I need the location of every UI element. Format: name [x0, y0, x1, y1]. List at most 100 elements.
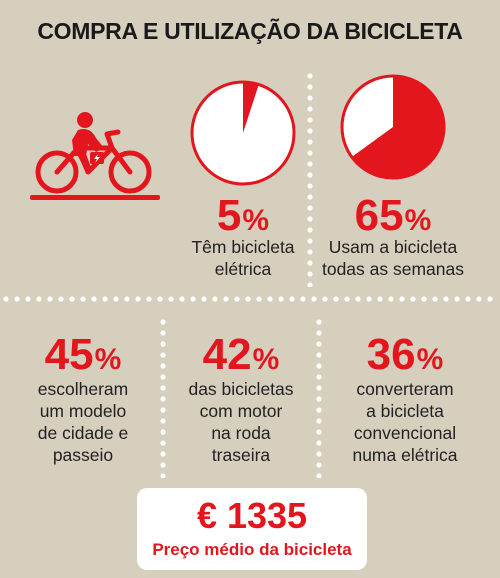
divider-dot: [476, 296, 482, 302]
divider-dot: [160, 330, 166, 336]
divider-dot: [289, 296, 295, 302]
divider-dot: [160, 462, 166, 468]
divider-dot: [316, 407, 322, 413]
divider-dot: [307, 249, 313, 255]
divider-dot: [307, 216, 313, 222]
divider-dot: [3, 296, 9, 302]
divider-dot: [307, 205, 313, 211]
stat-desc-rear-motor: das bicicletas com motor na roda traseir…: [188, 379, 294, 465]
divider-dot: [311, 296, 317, 302]
divider-dot: [14, 296, 20, 302]
divider-dot: [102, 296, 108, 302]
stat-desc-city: escolheram um modelo de cidade e passeio: [37, 379, 129, 465]
divider-dots-horizontal: [3, 296, 493, 302]
divider-dot: [307, 161, 313, 167]
divider-dot: [316, 440, 322, 446]
divider-dot: [316, 451, 322, 457]
divider-dot: [160, 429, 166, 435]
divider-dot: [307, 106, 313, 112]
pie-chart-electric: [190, 80, 296, 186]
divider-dot: [307, 117, 313, 123]
divider-dot: [316, 319, 322, 325]
divider-dot: [465, 296, 471, 302]
divider-dot: [307, 95, 313, 101]
divider-dot: [234, 296, 240, 302]
divider-dot: [377, 296, 383, 302]
divider-dot: [316, 352, 322, 358]
divider-dot: [245, 296, 251, 302]
divider-dot: [256, 296, 262, 302]
divider-dot: [146, 296, 152, 302]
divider-dot: [307, 172, 313, 178]
divider-dot: [160, 440, 166, 446]
divider-dot: [267, 296, 273, 302]
divider-dot: [212, 296, 218, 302]
divider-dot: [160, 341, 166, 347]
divider-dot: [307, 84, 313, 90]
divider-dot: [307, 238, 313, 244]
price-box: € 1335 Preço médio da bicicleta: [137, 488, 367, 570]
divider-dot: [366, 296, 372, 302]
divider-dot: [307, 150, 313, 156]
divider-dot: [160, 451, 166, 457]
divider-dot: [69, 296, 75, 302]
divider-dot: [316, 374, 322, 380]
divider-dot: [160, 407, 166, 413]
pie-slice-weekly: [351, 76, 444, 178]
average-price-label: Preço médio da bicicleta: [152, 540, 352, 559]
stat-desc-electric: Têm bicicleta elétrica: [191, 237, 295, 279]
divider-dot: [421, 296, 427, 302]
divider-dot: [316, 462, 322, 468]
pie-chart-weekly: [340, 74, 446, 180]
stat-value-electric: 5%: [216, 191, 270, 240]
divider-dot: [443, 296, 449, 302]
divider-dots: [307, 73, 313, 287]
divider-dot: [190, 296, 196, 302]
divider-dot: [307, 183, 313, 189]
divider-dot: [432, 296, 438, 302]
divider-dot: [160, 396, 166, 402]
divider-dot: [355, 296, 361, 302]
divider-dot: [344, 296, 350, 302]
divider-dot: [160, 352, 166, 358]
stat-value-weekly: 65%: [354, 191, 432, 240]
stat-value-rear-motor: 42%: [202, 330, 280, 379]
divider-dot: [58, 296, 64, 302]
divider-dot: [36, 296, 42, 302]
divider-dot: [160, 385, 166, 391]
divider-dot: [322, 296, 328, 302]
divider-dot: [179, 296, 185, 302]
average-price-value: € 1335: [196, 495, 308, 536]
divider-dot: [160, 363, 166, 369]
divider-dot: [160, 319, 166, 325]
divider-dot: [399, 296, 405, 302]
divider-dot: [160, 374, 166, 380]
divider-dot: [223, 296, 229, 302]
divider-dot: [316, 473, 322, 478]
divider-dot: [316, 429, 322, 435]
page-title: COMPRA E UTILIZAÇÃO DA BICICLETA: [37, 18, 463, 44]
divider-dots: [316, 319, 322, 478]
electric-bicycle-icon: [30, 112, 160, 200]
divider-dot: [410, 296, 416, 302]
divider-dot: [454, 296, 460, 302]
divider-dot: [316, 396, 322, 402]
divider-dot: [307, 139, 313, 145]
divider-dot: [113, 296, 119, 302]
divider-dot: [316, 341, 322, 347]
divider-dot: [91, 296, 97, 302]
divider-dot: [124, 296, 130, 302]
divider-dots: [160, 319, 166, 478]
divider-dot: [278, 296, 284, 302]
divider-dot: [160, 418, 166, 424]
stat-desc-weekly: Usam a bicicleta todas as semanas: [321, 237, 465, 279]
stat-value-city: 45%: [44, 330, 122, 379]
divider-dot: [307, 227, 313, 233]
stat-value-converted: 36%: [366, 330, 444, 379]
divider-dot: [316, 330, 322, 336]
divider-dot: [316, 385, 322, 391]
divider-dot: [388, 296, 394, 302]
divider-dot: [168, 296, 174, 302]
divider-dot: [307, 73, 313, 79]
stat-desc-converted: converteram a bicicleta convencional num…: [352, 379, 458, 465]
